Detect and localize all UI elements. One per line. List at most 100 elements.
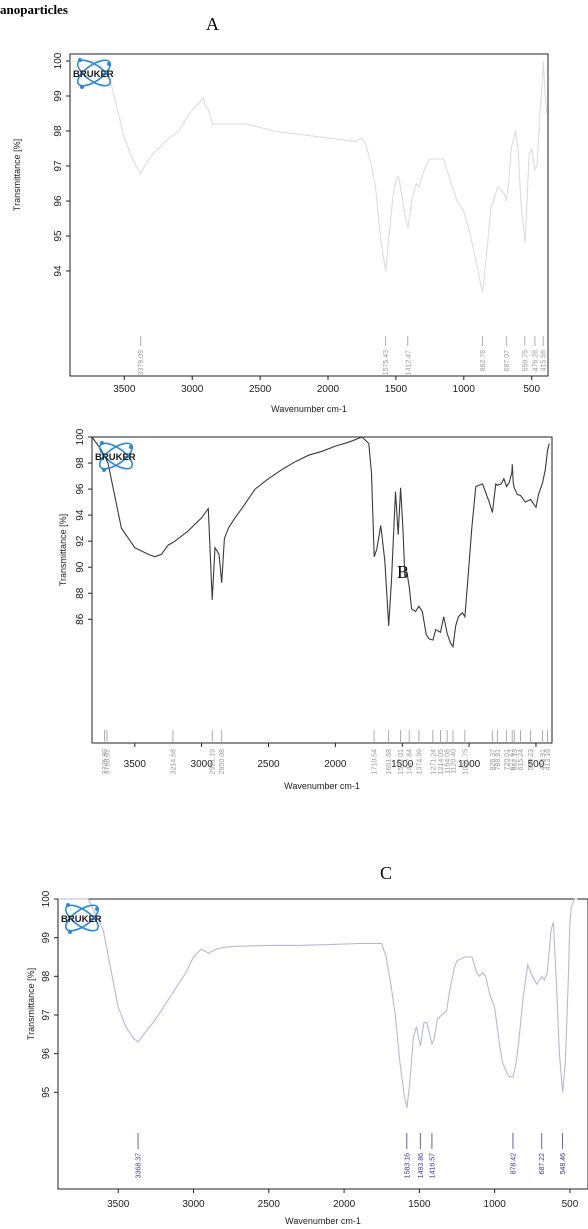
chart-c-y-tick-label: 99 <box>41 932 52 944</box>
chart-b-peak-label: 788.91 <box>495 749 502 771</box>
chart-a-y-tick-label: 96 <box>53 195 64 207</box>
chart-b-plot-frame <box>91 436 553 744</box>
chart-b-peak-label: 1164.08 <box>445 749 452 774</box>
chart-a-x-tick-label: 2500 <box>249 384 272 395</box>
logo-wordmark: BRUKER <box>61 914 102 925</box>
chart-c-peak-label: 1416.57 <box>429 1153 436 1178</box>
chart-c-x-tick-label: 3000 <box>182 1199 205 1210</box>
panel-label-c: C <box>380 863 393 883</box>
chart-b-x-tick-label: 1000 <box>458 759 481 770</box>
chart-b-peak-label: 1120.40 <box>450 749 457 774</box>
chart-b-peak-label: 1374.99 <box>416 749 423 774</box>
chart-b-peak-label: 662.13 <box>512 749 519 771</box>
chart-c-peak-label: 878.42 <box>510 1153 517 1175</box>
chart-b-peak-label: 449.91 <box>540 749 547 771</box>
panel-label-b: B <box>397 562 410 582</box>
chart-c-x-tick-label: 2000 <box>333 1199 356 1210</box>
ir-spectrum-chart-c: 3500 3000 2500 2000 1500 1000 500 95 96 97 98 99 100… <box>26 890 588 1226</box>
chart-b-y-tick-label: 92 <box>75 535 86 547</box>
chart-b-x-tick-label: 1500 <box>391 759 414 770</box>
chart-b-y-tick-label: 86 <box>75 613 86 625</box>
atom-icon <box>98 441 134 472</box>
chart-b-bruker-logo: BRUKER <box>95 441 136 472</box>
chart-a-x-axis-title: Wavenumber cm-1 <box>271 404 347 414</box>
chart-c-peak-label: 548.46 <box>560 1153 567 1175</box>
chart-c-x-tick-label: 3500 <box>107 1199 130 1210</box>
chart-b-peak-label: 1447.84 <box>407 749 414 774</box>
chart-b-y-tick-label: 90 <box>75 561 86 573</box>
logo-wordmark: BRUKER <box>73 69 114 80</box>
chart-b-y-tick-label: 100 <box>75 428 86 445</box>
chart-a-x-tick-label: 3500 <box>113 384 136 395</box>
chart-b-peak-label: 1271.24 <box>430 749 437 774</box>
chart-c-y-axis-title: Transmittance [%] <box>26 968 36 1040</box>
chart-b-peak-label: 1031.75 <box>462 749 469 774</box>
chart-c-y-tick-label: 95 <box>41 1086 52 1098</box>
chart-b-peak-label: 1214.05 <box>438 749 445 774</box>
chart-c-y-tick-label: 97 <box>41 1009 52 1021</box>
ir-spectrum-chart-a: 3500 3000 2500 2000 1500 1000 500 94 95 96 97 98 99 1… <box>12 52 549 414</box>
chart-b-peak-label: 3214.68 <box>170 749 177 774</box>
chart-b-x-tick-label: 500 <box>528 759 545 770</box>
chart-a-plot-frame <box>69 53 549 377</box>
chart-a-y-tick-label: 97 <box>53 160 64 172</box>
chart-b-x-tick-label: 3500 <box>124 759 147 770</box>
chart-a-spectrum-line <box>70 60 548 293</box>
chart-b-y-tick-label: 94 <box>75 509 86 521</box>
ir-spectrum-chart-b: 3500 3000 2500 2000 1500 1000 500 86 88 90 92 94 96 9… <box>58 428 553 791</box>
chart-c-bruker-logo: BRUKER <box>61 903 102 934</box>
chart-a-peak-label: 1575.43 <box>383 350 390 375</box>
chart-b-spectrum-line <box>92 436 550 649</box>
chart-b-peak-label: 615.24 <box>518 749 525 771</box>
chart-a-x-tick-label: 3000 <box>181 384 204 395</box>
chart-b-peak-label: 2850.08 <box>219 749 226 774</box>
chart-b-peak-label: 2921.19 <box>210 749 217 774</box>
chart-a-y-tick-label: 94 <box>53 265 64 277</box>
chart-a-y-tick-label: 98 <box>53 125 64 137</box>
chart-b-peak-label: 1601.68 <box>386 749 393 774</box>
chart-a-peak-label: 687.07 <box>504 350 511 372</box>
chart-c-peak-label: 1493.86 <box>418 1153 425 1178</box>
chart-b-x-tick-label: 2000 <box>324 759 347 770</box>
chart-b-x-tick-label: 2500 <box>257 759 280 770</box>
chart-a-y-tick-label: 95 <box>53 230 64 242</box>
chart-b-peak-label: 1512.01 <box>398 749 405 774</box>
chart-b-x-axis-title: Wavenumber cm-1 <box>284 781 360 791</box>
chart-a-peak-label: 3379.09 <box>138 350 145 375</box>
chart-a-y-tick-label: 99 <box>53 90 64 102</box>
chart-a-peak-label: 476.28 <box>532 350 539 372</box>
chart-c-peak-label: 3368.37 <box>136 1153 143 1178</box>
chart-b-peak-label: 1710.54 <box>372 749 379 774</box>
chart-a-x-tick-label: 500 <box>523 384 540 395</box>
chart-a-peak-label: 550.75 <box>522 350 529 372</box>
chart-b-peak-label: 3726.80 <box>102 749 109 774</box>
chart-c-x-tick-label: 1000 <box>484 1199 507 1210</box>
chart-c-x-axis-title: Wavenumber cm-1 <box>285 1216 361 1226</box>
chart-a-bruker-logo: BRUKER <box>73 58 114 89</box>
chart-b-peak-label: 413.16 <box>545 749 552 771</box>
chart-a-peak-label: 862.78 <box>480 350 487 372</box>
chart-b-peak-label: 826.37 <box>490 749 497 771</box>
chart-c-y-tick-label: 100 <box>41 890 52 907</box>
panel-label-a: A <box>206 14 219 34</box>
chart-a-y-tick-label: 100 <box>53 52 64 69</box>
page-title: anoparticles <box>0 2 68 17</box>
logo-wordmark: BRUKER <box>95 452 136 463</box>
chart-b-peak-label: 540.23 <box>528 749 535 771</box>
chart-b-y-tick-label: 98 <box>75 457 86 469</box>
chart-a-y-axis-title: Transmittance [%] <box>12 139 22 211</box>
atom-icon <box>64 903 100 934</box>
chart-c-x-tick-label: 500 <box>562 1199 579 1210</box>
chart-b-y-tick-label: 88 <box>75 587 86 599</box>
chart-c-x-tick-label: 1500 <box>408 1199 431 1210</box>
chart-b-y-axis-title: Transmittance [%] <box>58 514 68 586</box>
chart-c-plot-frame <box>57 898 588 1190</box>
chart-b-peak-label: 720.01 <box>504 749 511 771</box>
chart-c-y-tick-label: 96 <box>41 1048 52 1060</box>
chart-b-peak-label: 3708.02 <box>104 749 111 774</box>
chart-c-x-tick-label: 2500 <box>258 1199 281 1210</box>
chart-c-peak-label: 687.22 <box>539 1153 546 1175</box>
chart-b-y-tick-label: 96 <box>75 483 86 495</box>
chart-a-peak-label: 415.56 <box>541 350 548 372</box>
chart-a-x-tick-label: 1500 <box>385 384 408 395</box>
